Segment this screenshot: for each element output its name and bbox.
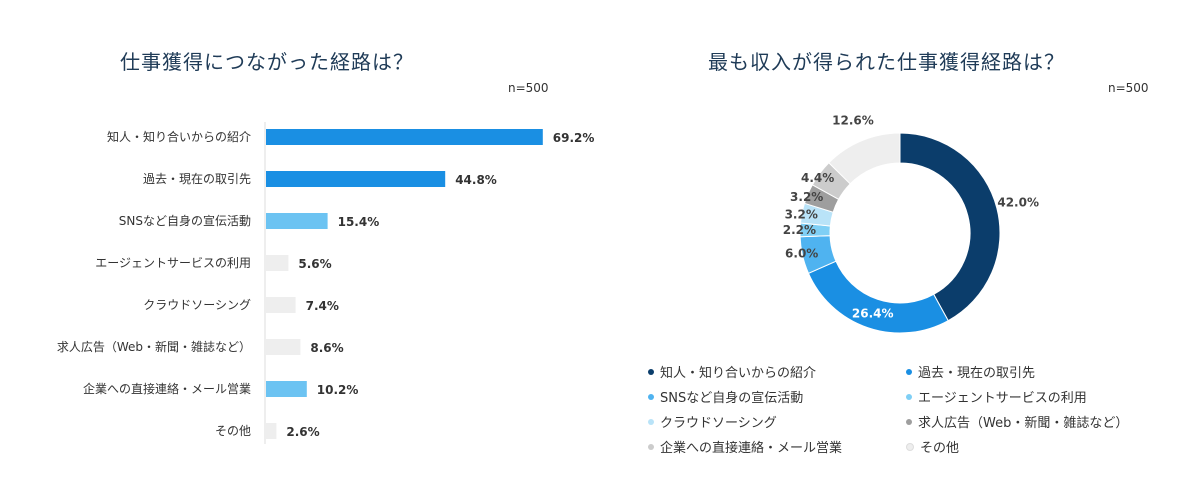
bar: [266, 213, 328, 229]
legend-swatch: [906, 393, 912, 400]
legend-swatch: [906, 442, 914, 451]
legend-item: 企業への直接連絡・メール営業: [648, 437, 842, 456]
bar-category-label: その他: [215, 424, 251, 438]
legend-item: SNSなど自身の宣伝活動: [648, 387, 803, 406]
legend-swatch: [648, 393, 654, 400]
legend-label: 過去・現在の取引先: [918, 366, 1036, 381]
bar-chart-n-label: n=500: [508, 81, 549, 95]
bar-value-label: 5.6%: [298, 257, 331, 271]
legend-label: その他: [920, 441, 960, 456]
legend-label: SNSなど自身の宣伝活動: [660, 391, 804, 406]
legend-item: 求人広告（Web・新聞・雑誌など）: [906, 412, 1128, 431]
legend-label: 求人広告（Web・新聞・雑誌など）: [918, 416, 1129, 431]
bar-value-label: 10.2%: [317, 383, 359, 397]
donut-chart-title: 最も収入が得られた仕事獲得経路は？: [708, 50, 1065, 74]
bar-value-label: 44.8%: [455, 173, 497, 187]
donut-value-label: 3.2%: [790, 190, 823, 204]
legend-item: クラウドソーシング: [648, 412, 777, 431]
legend-label: クラウドソーシング: [660, 416, 777, 431]
bar-category-label: 求人広告（Web・新聞・雑誌など）: [57, 339, 251, 354]
bar-value-label: 7.4%: [306, 299, 339, 313]
bar-category-label: 知人・知り合いからの紹介: [107, 129, 251, 144]
bar: [266, 129, 543, 145]
bar: [266, 339, 301, 355]
legend-label: エージェントサービスの利用: [918, 391, 1087, 406]
legend-swatch: [906, 368, 912, 375]
donut-value-label: 42.0%: [997, 196, 1039, 210]
donut-slice: [899, 132, 1001, 322]
bar: [266, 297, 296, 313]
bar: [266, 381, 307, 397]
bar-value-label: 2.6%: [286, 425, 319, 439]
bar-chart-title: 仕事獲得につながった経路は？: [120, 50, 414, 74]
donut-chart: 42.0%26.4%6.0%2.2%3.2%3.2%4.4%12.6%: [783, 113, 1039, 334]
donut-value-label: 6.0%: [785, 247, 818, 261]
bar-category-label: 過去・現在の取引先: [143, 172, 251, 186]
legend-swatch: [648, 418, 654, 425]
donut-value-label: 12.6%: [832, 113, 874, 127]
legend-label: 企業への直接連絡・メール営業: [660, 441, 843, 456]
legend-item: その他: [906, 437, 959, 456]
bar: [266, 255, 289, 271]
donut-value-label: 3.2%: [785, 208, 818, 222]
donut-slice: [807, 260, 949, 334]
bar-chart: 知人・知り合いからの紹介 69.2% 過去・現在の取引先 44.8% SNSなど自身の宣…: [57, 122, 595, 444]
legend-item: 知人・知り合いからの紹介: [648, 362, 816, 381]
bar-category-label: SNSなど自身の宣伝活動: [119, 213, 251, 228]
legend-label: 知人・知り合いからの紹介: [660, 366, 817, 381]
donut-chart-n-label: n=500: [1108, 81, 1149, 95]
bar-value-label: 15.4%: [338, 215, 380, 229]
legend-swatch: [648, 443, 654, 450]
bar-category-label: クラウドソーシング: [143, 298, 251, 312]
bar: [266, 423, 277, 439]
bar-category-label: 企業への直接連絡・メール営業: [83, 381, 251, 396]
legend-swatch: [648, 368, 654, 375]
bar: [266, 171, 446, 187]
donut-value-label: 2.2%: [783, 223, 816, 237]
legend-swatch: [906, 418, 912, 425]
donut-slice: [828, 132, 901, 185]
donut-value-label: 4.4%: [801, 171, 834, 185]
donut-value-label: 26.4%: [852, 307, 894, 321]
legend-item: 過去・現在の取引先: [906, 362, 1035, 381]
legend-item: エージェントサービスの利用: [906, 387, 1087, 406]
bar-category-label: エージェントサービスの利用: [95, 256, 251, 270]
bar-value-label: 8.6%: [310, 341, 343, 355]
bar-value-label: 69.2%: [553, 131, 595, 145]
